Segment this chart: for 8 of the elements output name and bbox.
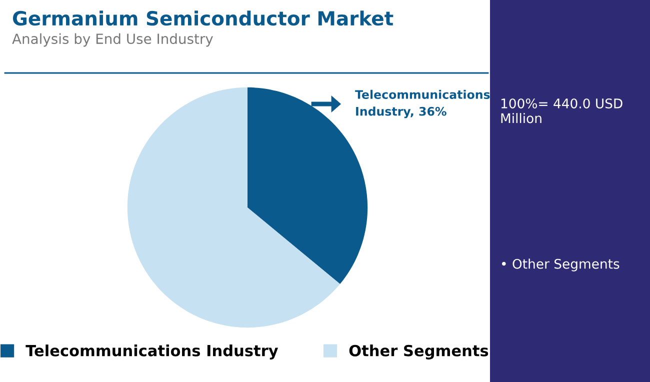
text: 100%= 440.0 USD Million <box>501 98 622 124</box>
legend-label: Telecommunications Industry <box>26 344 278 360</box>
data-label: Telecommunications Industry, 36% <box>355 90 490 118</box>
pie-slice <box>127 87 340 328</box>
chart-title: Germanium Semiconductor Market <box>12 10 394 26</box>
legend-label: Other Segments <box>349 344 488 360</box>
chart-subtitle: Analysis by End Use Industry <box>12 33 213 47</box>
text: • Other Segments <box>502 258 620 272</box>
